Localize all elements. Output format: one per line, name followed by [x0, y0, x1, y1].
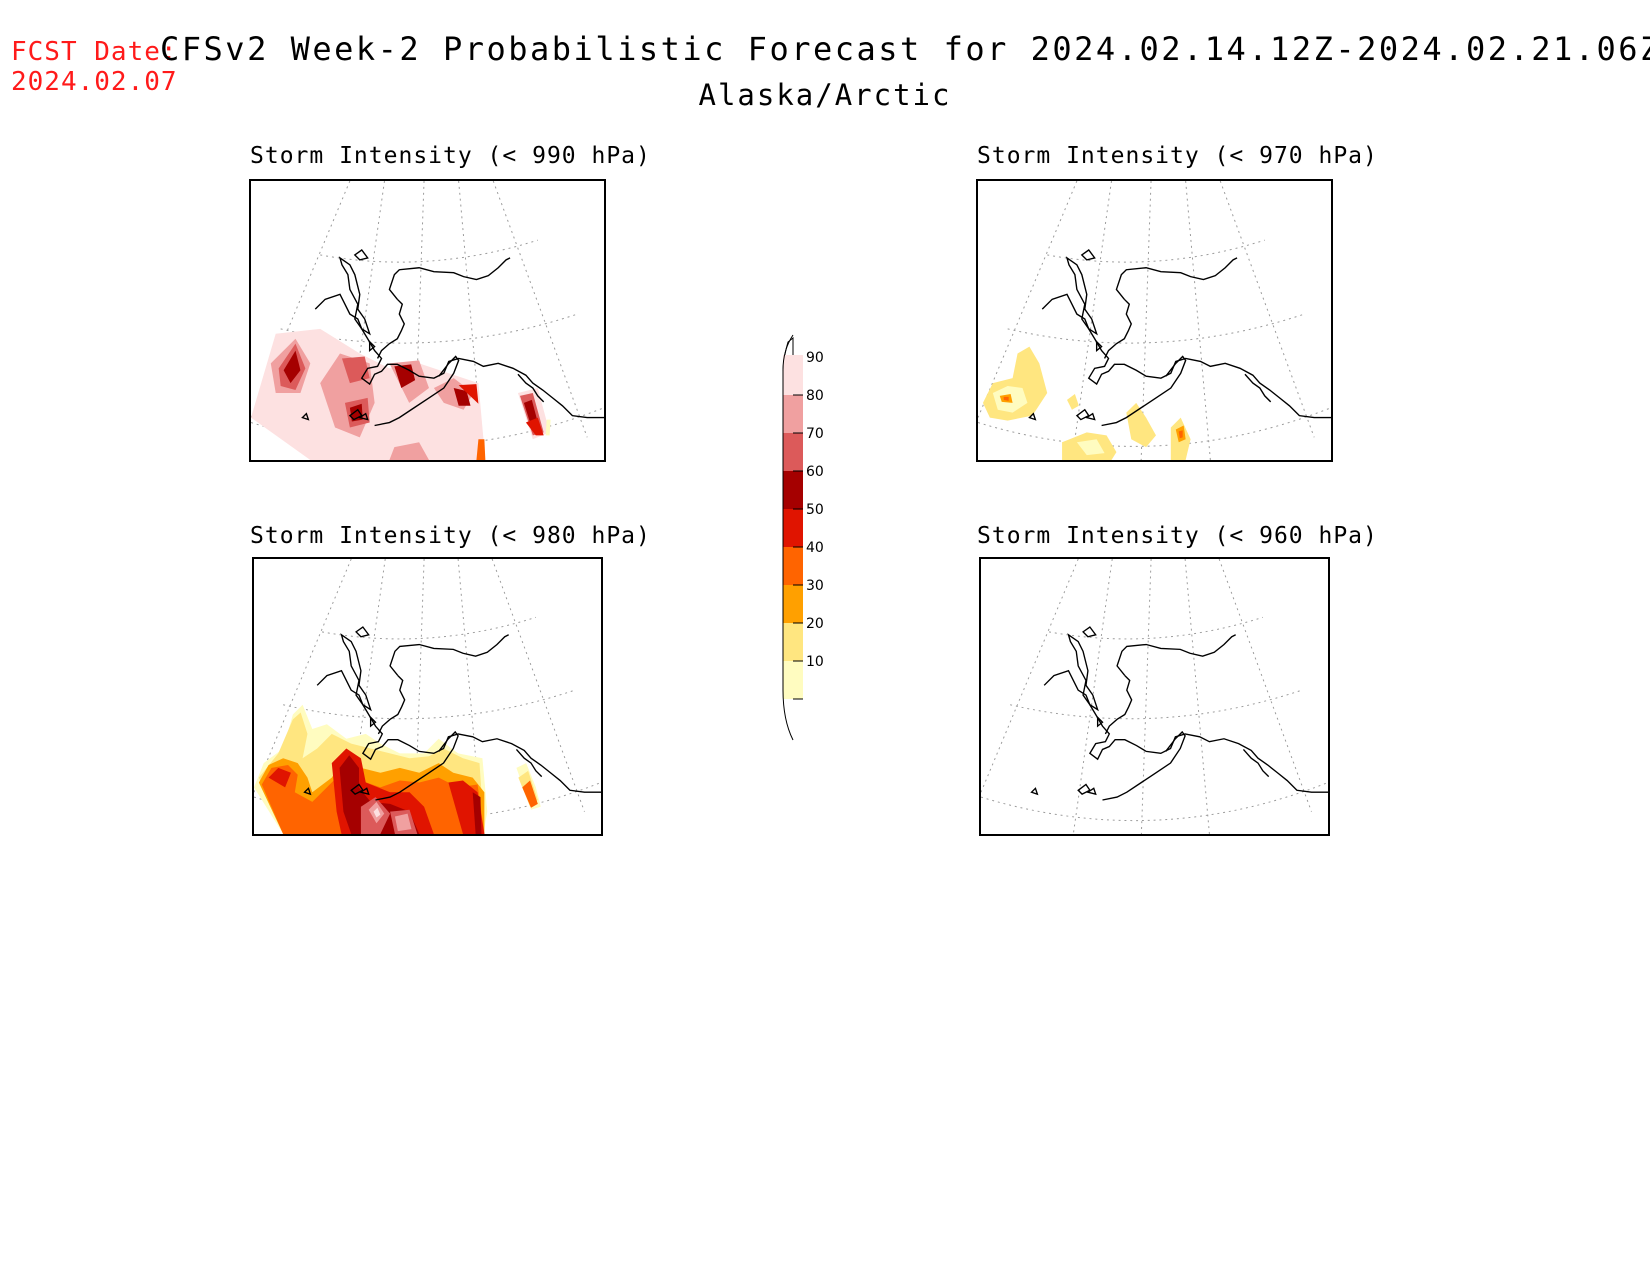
coastline: [1028, 249, 1331, 427]
coastline: [1030, 626, 1328, 801]
colorbar-swatch-90: [783, 355, 803, 395]
fill-90: [373, 807, 381, 818]
coastline: [303, 626, 601, 801]
map-panel-990: [249, 179, 606, 462]
colorbar-svg: 90 80 70 60 50 40 30 20 10: [782, 334, 824, 741]
colorbar-swatch-10: [783, 661, 803, 699]
map-panel-960: [979, 557, 1330, 836]
page-subtitle: Alaska/Arctic: [698, 78, 952, 112]
map-panel-970: [976, 179, 1333, 462]
grid-lines: [981, 559, 1328, 834]
forecast-date-block: FCST Date: 2024.02.07: [11, 37, 178, 97]
colorbar-label-20: 20: [806, 616, 824, 632]
coastline: [301, 249, 604, 427]
colorbar-swatch-40: [783, 547, 803, 585]
map-panel-980: [252, 557, 603, 836]
panel-title-980: Storm Intensity (< 980 hPa): [250, 523, 651, 549]
colorbar-label-40: 40: [806, 540, 824, 556]
map-980-svg: [254, 559, 601, 834]
colorbar-label-30: 30: [806, 578, 824, 594]
colorbar-swatch-50: [783, 509, 803, 547]
colorbar-label-80: 80: [806, 388, 824, 404]
colorbar-swatch-30: [783, 585, 803, 623]
fill-50: [458, 384, 544, 436]
fill-10: [545, 419, 551, 436]
colorbar-label-70: 70: [806, 426, 824, 442]
panel-title-970: Storm Intensity (< 970 hPa): [977, 143, 1378, 169]
colorbar-label-10: 10: [806, 654, 824, 670]
forecast-date-label: FCST Date:: [11, 37, 178, 67]
fill-40: [1003, 396, 1183, 439]
forecast-date-value: 2024.02.07: [11, 67, 178, 97]
panel-title-960: Storm Intensity (< 960 hPa): [977, 523, 1378, 549]
colorbar: 90 80 70 60 50 40 30 20 10: [780, 330, 880, 750]
colorbar-swatch-20: [783, 623, 803, 661]
fill-40: [476, 439, 486, 460]
page-title: CFSv2 Week-2 Probabilistic Forecast for …: [160, 30, 1650, 68]
map-960-svg: [981, 559, 1328, 834]
map-990-svg: [251, 181, 604, 460]
colorbar-swatch-60: [783, 471, 803, 509]
colorbar-swatch-70: [783, 433, 803, 471]
colorbar-swatch-80: [783, 395, 803, 433]
colorbar-label-50: 50: [806, 502, 824, 518]
colorbar-label-60: 60: [806, 464, 824, 480]
grid-lines: [978, 181, 1331, 460]
colorbar-label-90: 90: [806, 350, 824, 366]
colorbar-outline: [782, 334, 794, 741]
map-970-svg: [978, 181, 1331, 460]
colorbar-ticks: [793, 394, 803, 700]
panel-title-990: Storm Intensity (< 990 hPa): [250, 143, 651, 169]
